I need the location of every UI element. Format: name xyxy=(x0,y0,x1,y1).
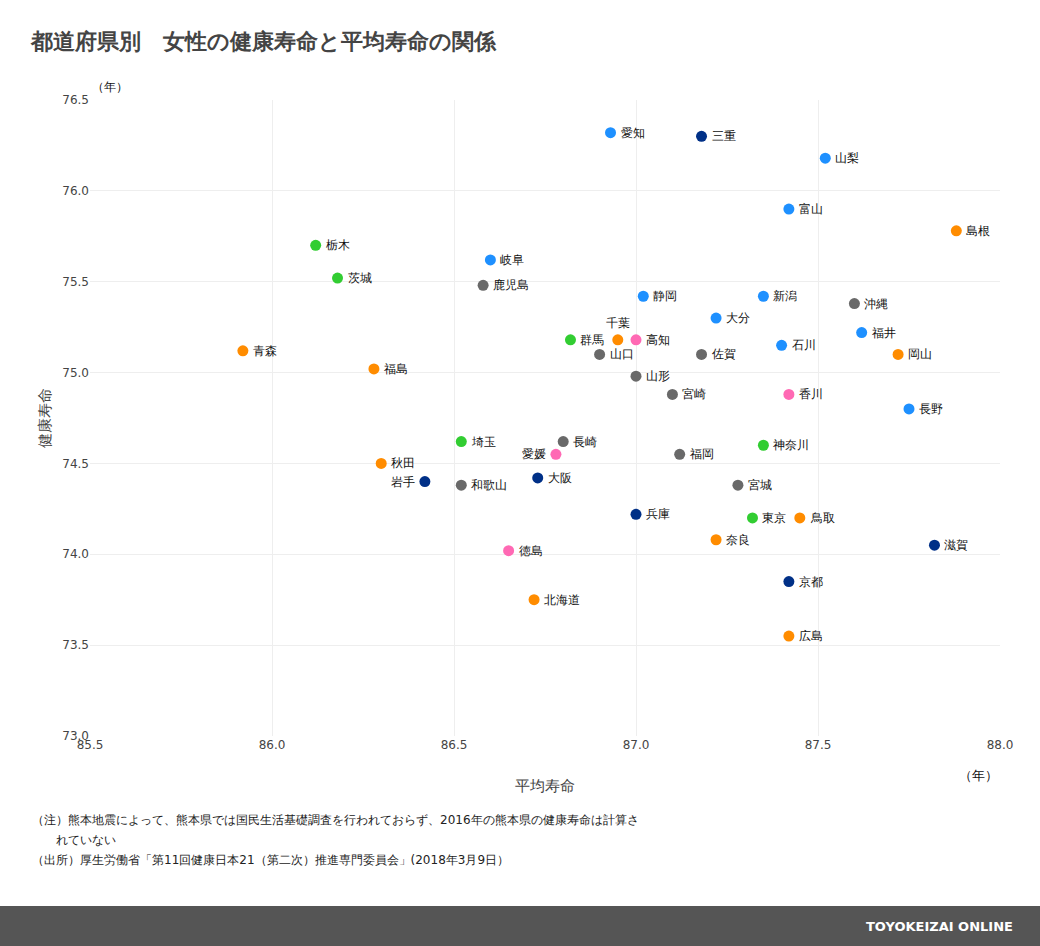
svg-text:滋賀: 滋賀 xyxy=(944,538,968,552)
svg-text:新潟: 新潟 xyxy=(773,289,797,303)
svg-text:都道府県別 女性の健康寿命と平均寿命の関係: 都道府県別 女性の健康寿命と平均寿命の関係 xyxy=(30,29,497,54)
svg-text:73.0: 73.0 xyxy=(62,729,89,743)
svg-text:75.5: 75.5 xyxy=(62,275,89,289)
svg-text:大分: 大分 xyxy=(726,311,750,325)
svg-text:88.0: 88.0 xyxy=(987,738,1014,752)
svg-text:74.5: 74.5 xyxy=(62,457,89,471)
svg-text:富山: 富山 xyxy=(799,202,823,216)
svg-text:福井: 福井 xyxy=(872,326,896,340)
svg-text:宮崎: 宮崎 xyxy=(682,387,706,401)
svg-text:岐阜: 岐阜 xyxy=(500,253,524,267)
svg-text:和歌山: 和歌山 xyxy=(471,478,507,492)
svg-text:埼玉: 埼玉 xyxy=(471,435,496,449)
svg-text:兵庫: 兵庫 xyxy=(646,507,670,521)
svg-text:徳島: 徳島 xyxy=(519,544,543,558)
svg-text:三重: 三重 xyxy=(712,129,736,143)
svg-text:福島: 福島 xyxy=(384,362,408,376)
svg-text:北海道: 北海道 xyxy=(544,593,580,607)
svg-text:石川: 石川 xyxy=(792,338,816,352)
svg-text:京都: 京都 xyxy=(799,575,823,589)
svg-text:86.0: 86.0 xyxy=(259,738,286,752)
svg-text:（年）: （年） xyxy=(92,80,128,94)
svg-text:87.0: 87.0 xyxy=(623,738,650,752)
svg-text:（年）: （年） xyxy=(959,768,998,783)
svg-text:85.5: 85.5 xyxy=(77,738,104,752)
svg-text:沖縄: 沖縄 xyxy=(864,297,888,311)
svg-text:高知: 高知 xyxy=(646,333,670,347)
svg-text:奈良: 奈良 xyxy=(726,533,750,547)
svg-text:神奈川: 神奈川 xyxy=(773,438,809,452)
svg-text:鹿児島: 鹿児島 xyxy=(493,278,529,292)
svg-text:愛媛: 愛媛 xyxy=(522,447,546,461)
svg-text:86.5: 86.5 xyxy=(441,738,468,752)
svg-text:TOYOKEIZAI ONLINE: TOYOKEIZAI ONLINE xyxy=(866,919,1013,934)
svg-text:茨城: 茨城 xyxy=(348,271,372,285)
svg-text:山梨: 山梨 xyxy=(835,151,859,165)
svg-text:87.5: 87.5 xyxy=(805,738,832,752)
svg-text:長野: 長野 xyxy=(919,402,943,416)
svg-text:栃木: 栃木 xyxy=(326,238,350,252)
svg-text:74.0: 74.0 xyxy=(62,547,89,561)
svg-text:千葉: 千葉 xyxy=(606,316,630,330)
svg-text:佐賀: 佐賀 xyxy=(712,347,736,361)
svg-text:山形: 山形 xyxy=(646,369,670,383)
svg-text:青森: 青森 xyxy=(253,344,277,358)
svg-text:静岡: 静岡 xyxy=(653,289,677,303)
svg-text:（注）熊本地震によって、熊本県では国民生活基礎調査を行われて: （注）熊本地震によって、熊本県では国民生活基礎調査を行われておらず、2016年の… xyxy=(32,813,639,827)
svg-text:76.0: 76.0 xyxy=(62,184,89,198)
svg-text:れていない: れていない xyxy=(32,833,116,847)
svg-text:76.5: 76.5 xyxy=(62,93,89,107)
svg-text:長崎: 長崎 xyxy=(573,435,597,449)
svg-text:鳥取: 鳥取 xyxy=(810,511,835,525)
svg-text:広島: 広島 xyxy=(799,629,823,643)
svg-text:岩手: 岩手 xyxy=(391,475,415,489)
svg-text:島根: 島根 xyxy=(966,224,990,238)
svg-text:東京: 東京 xyxy=(762,511,786,525)
svg-text:山口: 山口 xyxy=(610,347,634,361)
svg-text:福岡: 福岡 xyxy=(690,447,714,461)
svg-text:（出所）厚生労働省「第11回健康日本21（第二次）推進専門委: （出所）厚生労働省「第11回健康日本21（第二次）推進専門委員会」(2018年3… xyxy=(32,853,509,867)
svg-text:岡山: 岡山 xyxy=(908,347,932,361)
svg-text:宮城: 宮城 xyxy=(748,478,772,492)
svg-text:秋田: 秋田 xyxy=(391,456,415,470)
svg-text:香川: 香川 xyxy=(799,387,823,401)
svg-text:73.5: 73.5 xyxy=(62,638,89,652)
svg-text:平均寿命: 平均寿命 xyxy=(515,777,575,795)
svg-text:大阪: 大阪 xyxy=(548,471,572,485)
svg-text:愛知: 愛知 xyxy=(621,126,645,140)
svg-text:75.0: 75.0 xyxy=(62,366,89,380)
svg-text:健康寿命: 健康寿命 xyxy=(36,388,54,448)
svg-text:群馬: 群馬 xyxy=(580,333,604,347)
